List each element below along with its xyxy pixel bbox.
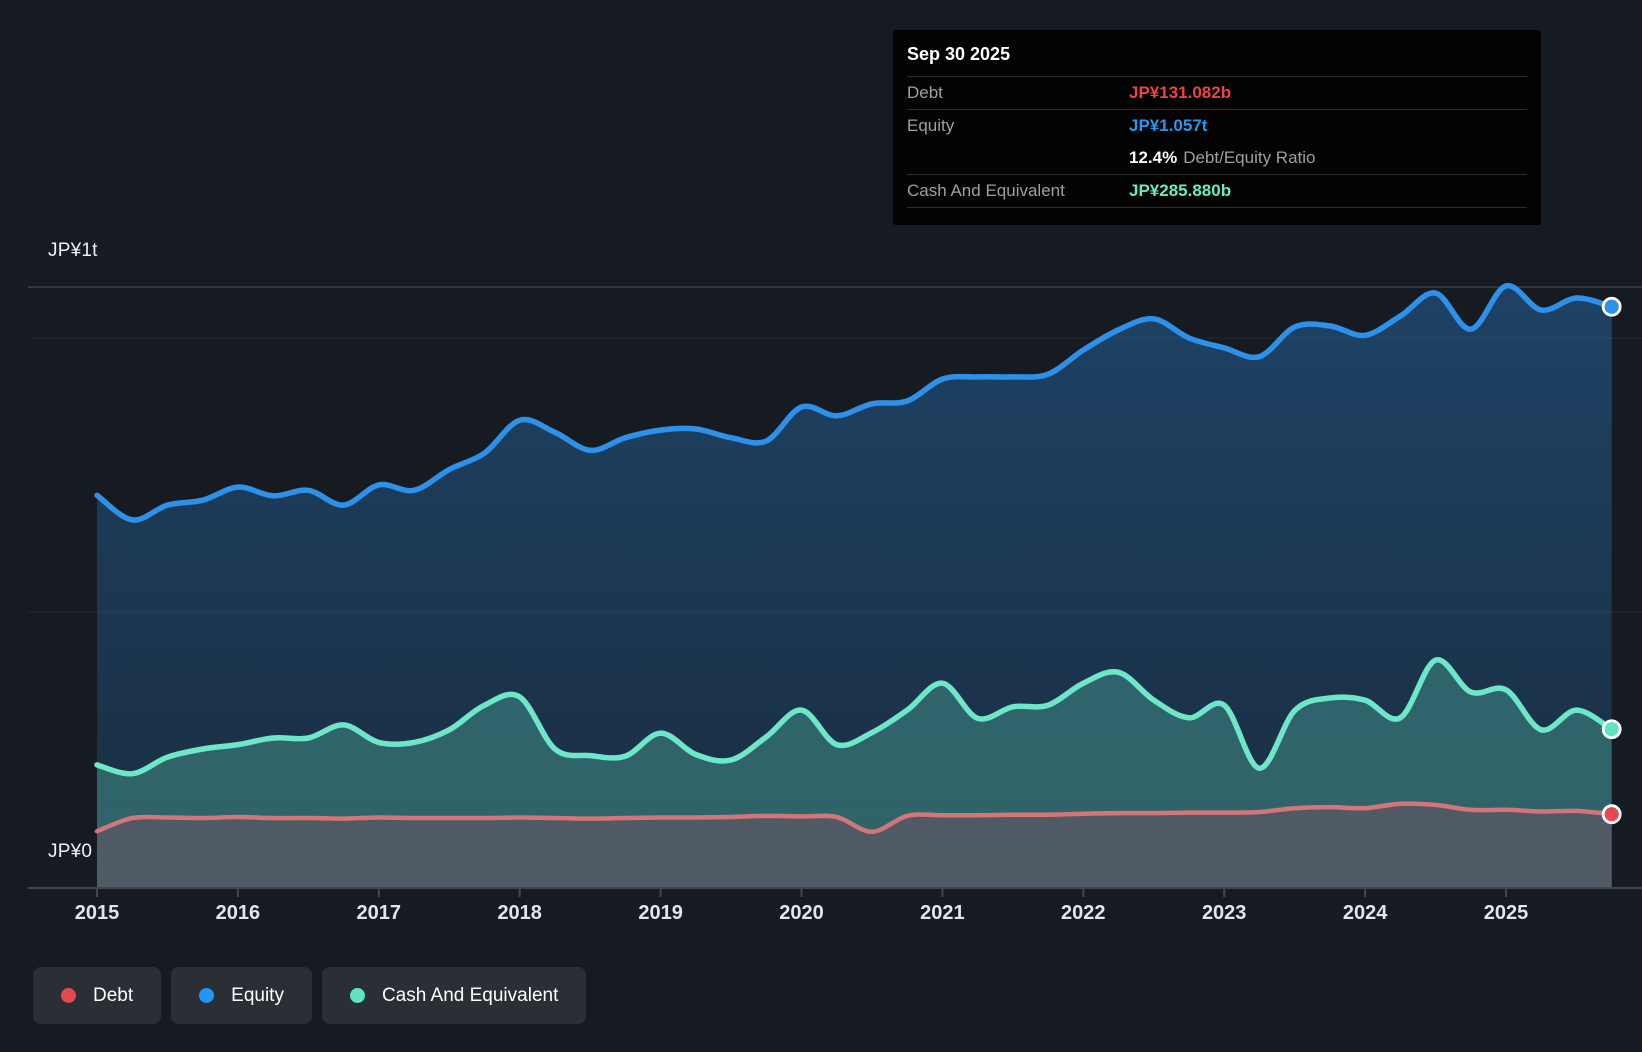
cash-and-equivalent-line: [94, 657, 1615, 777]
x-tick-label: 2018: [497, 902, 542, 924]
x-tick-label: 2025: [1484, 902, 1529, 924]
debt-dot-icon: [61, 988, 76, 1003]
y-axis-label-0: JP¥0: [48, 841, 93, 862]
debt-endpoint-marker: [1601, 804, 1622, 825]
tooltip-date: Sep 30 2025: [907, 44, 1011, 64]
legend-chip-cash[interactable]: Cash And Equivalent: [321, 967, 587, 1024]
debt-line: [94, 801, 1614, 834]
x-tick-label: 2024: [1343, 902, 1388, 924]
x-tick-label: 2021: [920, 902, 965, 924]
tooltip-footer-divider: [907, 207, 1527, 225]
x-tick-label: 2022: [1061, 902, 1106, 924]
tooltip-ratio-value: 12.4%: [1129, 148, 1178, 167]
tooltip-row-equity: Equity JP¥1.057t: [907, 109, 1527, 142]
equity-line: [94, 283, 1615, 523]
tooltip-row-ratio: 12.4% Debt/Equity Ratio: [907, 142, 1527, 174]
chart-tooltip: Sep 30 2025 Debt JP¥131.082b Equity JP¥1…: [893, 30, 1541, 225]
cash-dot-icon: [349, 988, 365, 1003]
tooltip-debt-value: JP¥131.082b: [1129, 83, 1232, 102]
cash-and-equivalent-endpoint-marker: [1601, 719, 1622, 740]
tooltip-row-cash: Cash And Equivalent JP¥285.880b: [907, 174, 1527, 207]
y-axis-label-1t: JP¥1t: [48, 240, 98, 261]
tooltip-equity-label: Equity: [907, 116, 955, 135]
legend-cash-label: Cash And Equivalent: [381, 984, 559, 1006]
x-tick-label: 2015: [75, 902, 120, 924]
tooltip-ratio-label: Debt/Equity Ratio: [1183, 148, 1316, 167]
x-tick-label: 2023: [1202, 902, 1247, 924]
tooltip-cash-label: Cash And Equivalent: [907, 181, 1065, 200]
debt-area: [97, 803, 1612, 888]
chart-legend: Debt Equity Cash And Equivalent: [33, 967, 587, 1024]
tooltip-cash-value: JP¥285.880b: [1129, 181, 1232, 200]
legend-chip-equity[interactable]: Equity: [171, 967, 312, 1024]
tooltip-equity-value: JP¥1.057t: [1129, 116, 1208, 135]
equity-dot-icon: [199, 988, 215, 1003]
tooltip-debt-label: Debt: [907, 83, 943, 102]
x-tick-label: 2020: [779, 902, 824, 924]
legend-chip-debt[interactable]: Debt: [33, 967, 162, 1024]
equity-endpoint-marker: [1601, 296, 1622, 317]
legend-debt-label: Debt: [93, 984, 134, 1006]
x-tick-label: 2017: [357, 902, 402, 924]
x-tick-label: 2016: [216, 902, 261, 924]
x-tick-label: 2019: [638, 902, 683, 924]
tooltip-row-debt: Debt JP¥131.082b: [907, 76, 1527, 109]
legend-equity-label: Equity: [231, 984, 284, 1006]
